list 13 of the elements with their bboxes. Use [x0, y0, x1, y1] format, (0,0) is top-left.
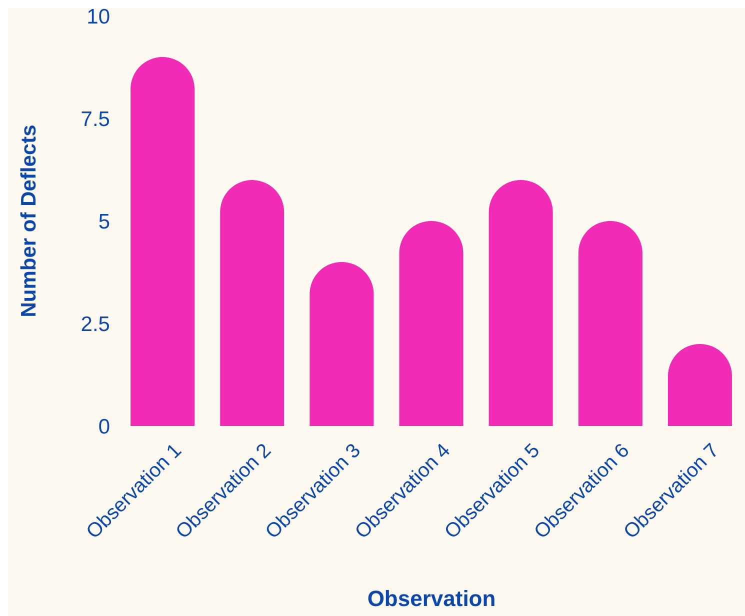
x-axis-title: Observation: [367, 586, 496, 611]
y-tick-label: 10: [86, 5, 110, 28]
y-tick-label: 5: [98, 210, 110, 234]
bar: [578, 221, 642, 426]
y-axis-title: Number of Deflects: [17, 124, 40, 318]
y-tick-label: 0: [98, 415, 110, 438]
bar: [399, 221, 464, 426]
bar: [488, 180, 553, 426]
bar: [130, 57, 195, 426]
y-tick-label: 2.5: [80, 312, 110, 336]
y-tick-label: 7.5: [80, 108, 110, 131]
bar: [220, 180, 284, 426]
bar: [310, 262, 374, 426]
